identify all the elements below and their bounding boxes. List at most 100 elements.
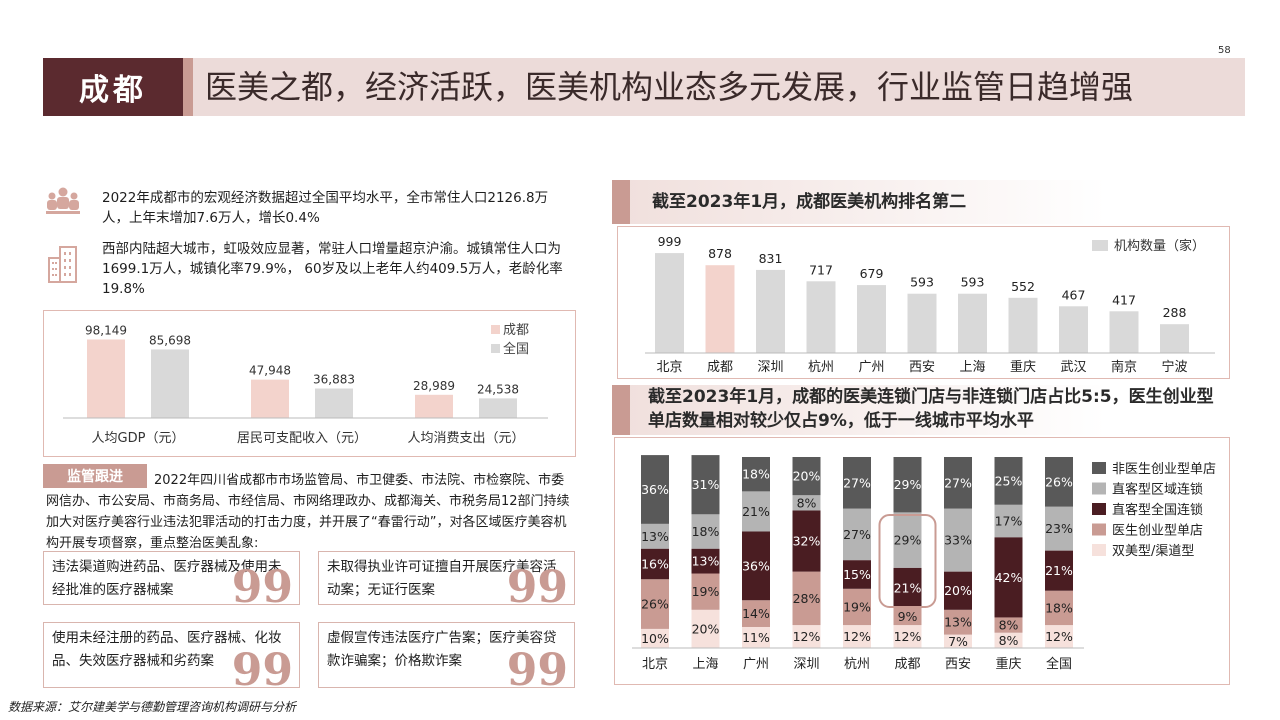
stack-legend-label: 双美型/渠道型 (1112, 544, 1194, 559)
stack-segment (742, 491, 770, 532)
stack-segment (1045, 506, 1073, 551)
stack-value-label: 15% (843, 567, 871, 582)
gdp-value-label: 28,989 (413, 379, 455, 393)
stack-value-label: 32% (793, 534, 821, 549)
stack-value-label: 12% (843, 629, 871, 644)
rank-value-label: 467 (1062, 287, 1086, 302)
stack-value-label: 36% (641, 482, 669, 497)
stack-value-label: 33% (944, 533, 972, 548)
case-box: 违法渠道购进药品、医疗器械及使用未经批准的医疗器械案 99 (43, 551, 300, 610)
stack-value-label: 12% (793, 629, 821, 644)
stack-segment (893, 607, 922, 626)
gdp-bar (251, 379, 289, 418)
stack-category-label: 广州 (743, 657, 769, 672)
panel2-title: 截至2023年1月，成都的医美连锁门店与非连锁门店占比5:5，医生创业型单店数量… (648, 387, 1214, 431)
stack-segment (742, 600, 770, 627)
stack-segment (944, 634, 972, 648)
stack-segment (641, 455, 669, 524)
stack-category-label: 成都 (894, 657, 920, 672)
stack-segment (944, 609, 972, 635)
panel1-title-accent (612, 180, 630, 224)
stack-legend-label: 直客型全国连锁 (1112, 502, 1203, 518)
stack-segment (843, 560, 871, 589)
stack-value-label: 29% (894, 533, 922, 548)
rank-category-label: 上海 (959, 360, 985, 375)
stack-value-label: 13% (641, 529, 669, 544)
stack-value-label: 8% (999, 633, 1019, 648)
stack-category-label: 深圳 (793, 657, 819, 672)
rank-category-label: 广州 (858, 360, 884, 375)
rank-legend-label: 机构数量（家） (1114, 238, 1205, 254)
stack-value-label: 16% (641, 556, 669, 571)
rank-value-label: 717 (809, 262, 833, 277)
stack-value-label: 8% (999, 618, 1019, 633)
stack-segment (792, 495, 821, 511)
stack-value-label: 29% (894, 477, 922, 492)
rank-bar (655, 253, 684, 353)
stack-value-label: 26% (1045, 474, 1073, 489)
city-buildings-icon (48, 246, 77, 283)
gdp-comparison-chart: 98,149 85,698 人均GDP（元） 47,948 36,883 居民可支配收入（… (63, 323, 548, 446)
stack-value-label: 21% (894, 580, 922, 595)
rank-bar (907, 293, 937, 353)
stack-legend-swatch (1092, 482, 1106, 495)
stack-value-label: 10% (641, 631, 669, 646)
store-type-share-chart: 10% 26% 16% 13% 36% 北京 20% 19% 13% 18% 31% 上海 11% 14%… (632, 455, 1216, 672)
rank-category-label: 南京 (1111, 359, 1137, 375)
stack-segment (843, 588, 871, 626)
gdp-value-label: 24,538 (477, 382, 519, 396)
stack-value-label: 18% (692, 524, 720, 539)
stack-category-label: 全国 (1046, 656, 1072, 672)
gdp-value-label: 36,883 (313, 372, 355, 386)
stat-city-text: 西部内陆超大城市，虹吸效应显著，常驻人口增量超京沪渝。城镇常住人口为1699.1… (102, 241, 563, 297)
stack-segment (691, 548, 720, 574)
rank-bar (806, 281, 836, 353)
stack-segment (994, 632, 1023, 648)
case-text: 未取得执业许可证擅自开展医疗美容活动案；无证行医案 (327, 559, 557, 598)
gdp-bar (87, 339, 125, 418)
stack-segment (792, 457, 821, 496)
stack-segment (742, 531, 770, 601)
case-box: 使用未经注册的药品、医疗器械、化妆品、失效医疗器械和劣药案 99 (43, 622, 300, 693)
case-box: 虚假宣传违法医疗广告案；医疗美容贷款诈骗案；价格欺诈案 99 (318, 622, 575, 693)
stack-segment (994, 537, 1023, 618)
regulation-tag: 监管跟进 (43, 464, 147, 488)
stack-segment (691, 609, 720, 648)
stack-segment (691, 455, 720, 515)
stack-value-label: 7% (948, 634, 968, 649)
stack-value-label: 31% (692, 477, 720, 492)
stack-value-label: 18% (1045, 600, 1073, 615)
stack-value-label: 13% (692, 554, 720, 569)
panel2-title-bar (612, 385, 1230, 435)
quote-icon: 99 (506, 645, 568, 696)
gdp-bar (315, 388, 353, 418)
stack-value-label: 18% (742, 467, 770, 482)
rank-value-label: 417 (1112, 292, 1136, 307)
stack-legend-swatch (1092, 462, 1106, 474)
rank-value-label: 593 (961, 275, 985, 290)
stack-segment (843, 457, 871, 509)
stack-value-label: 25% (995, 473, 1023, 488)
rank-value-label: 679 (860, 266, 884, 281)
stack-value-label: 42% (995, 570, 1023, 585)
stack-value-label: 21% (742, 504, 770, 519)
rank-bar (857, 285, 886, 353)
stack-segment (641, 579, 669, 629)
gdp-bar (479, 398, 517, 418)
stack-value-label: 21% (1045, 563, 1073, 578)
panel1-title: 截至2023年1月，成都医美机构排名第二 (652, 192, 967, 212)
gdp-value-label: 98,149 (85, 323, 127, 337)
rank-bar (1008, 297, 1038, 353)
stack-value-label: 20% (692, 621, 720, 636)
rank-category-label: 武汉 (1060, 360, 1086, 375)
stack-segment (893, 512, 922, 568)
highlight-outline (878, 514, 937, 608)
stack-value-label: 27% (843, 475, 871, 490)
stack-value-label: 26% (641, 597, 669, 612)
stack-segment (893, 457, 922, 513)
rank-category-label: 深圳 (757, 360, 783, 375)
rank-value-label: 831 (759, 251, 783, 266)
institution-ranking-chart: 999 北京 878 成都 831 深圳 717 杭州 679 广州 593 西安 593 上海 552 重庆… (645, 234, 1215, 375)
rank-value-label: 593 (910, 275, 934, 290)
rank-value-label: 552 (1011, 279, 1035, 294)
